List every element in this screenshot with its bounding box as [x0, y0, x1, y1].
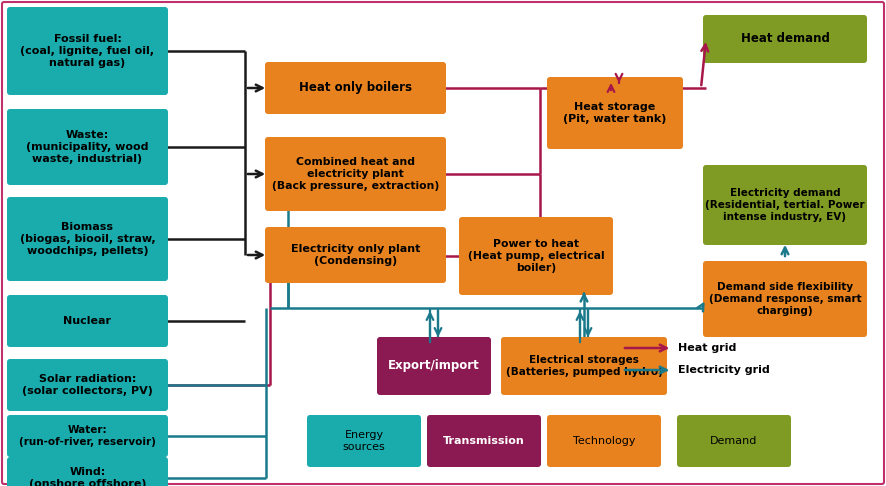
- Text: Biomass
(biogas, biooil, straw,
woodchips, pellets): Biomass (biogas, biooil, straw, woodchip…: [19, 223, 155, 256]
- Text: Nuclear: Nuclear: [64, 316, 112, 326]
- Text: Heat only boilers: Heat only boilers: [299, 82, 412, 94]
- FancyBboxPatch shape: [459, 217, 613, 295]
- Text: Wind:
(onshore offshore): Wind: (onshore offshore): [28, 467, 146, 486]
- FancyBboxPatch shape: [677, 415, 791, 467]
- FancyBboxPatch shape: [703, 15, 867, 63]
- Text: Demand side flexibility
(Demand response, smart
charging): Demand side flexibility (Demand response…: [709, 282, 861, 315]
- Text: Power to heat
(Heat pump, electrical
boiler): Power to heat (Heat pump, electrical boi…: [468, 240, 604, 273]
- Text: Electrical storages
(Batteries, pumped hydro): Electrical storages (Batteries, pumped h…: [506, 355, 663, 377]
- FancyBboxPatch shape: [7, 415, 168, 457]
- Text: Waste:
(municipality, wood
waste, industrial): Waste: (municipality, wood waste, indust…: [27, 130, 149, 164]
- Text: Energy
sources: Energy sources: [343, 430, 385, 452]
- Text: Technology: Technology: [572, 436, 635, 446]
- FancyBboxPatch shape: [7, 457, 168, 486]
- FancyBboxPatch shape: [265, 62, 446, 114]
- FancyBboxPatch shape: [703, 165, 867, 245]
- Text: Water:
(run-of-river, reservoir): Water: (run-of-river, reservoir): [19, 425, 156, 447]
- FancyBboxPatch shape: [547, 77, 683, 149]
- FancyBboxPatch shape: [7, 7, 168, 95]
- Text: Electricity grid: Electricity grid: [678, 365, 770, 375]
- Text: Export/import: Export/import: [388, 360, 480, 372]
- Text: Fossil fuel:
(coal, lignite, fuel oil,
natural gas): Fossil fuel: (coal, lignite, fuel oil, n…: [20, 35, 154, 68]
- FancyBboxPatch shape: [265, 137, 446, 211]
- Text: Electricity only plant
(Condensing): Electricity only plant (Condensing): [291, 244, 420, 266]
- Text: Heat grid: Heat grid: [678, 343, 736, 353]
- FancyBboxPatch shape: [7, 109, 168, 185]
- Text: Heat storage
(Pit, water tank): Heat storage (Pit, water tank): [563, 102, 666, 124]
- FancyBboxPatch shape: [7, 295, 168, 347]
- FancyBboxPatch shape: [427, 415, 541, 467]
- Text: Combined heat and
electricity plant
(Back pressure, extraction): Combined heat and electricity plant (Bac…: [272, 157, 439, 191]
- FancyBboxPatch shape: [7, 197, 168, 281]
- Text: Heat demand: Heat demand: [741, 33, 829, 46]
- FancyBboxPatch shape: [501, 337, 667, 395]
- FancyBboxPatch shape: [377, 337, 491, 395]
- Text: Electricity demand
(Residential, tertial. Power
intense industry, EV): Electricity demand (Residential, tertial…: [705, 189, 865, 222]
- FancyBboxPatch shape: [307, 415, 421, 467]
- FancyBboxPatch shape: [265, 227, 446, 283]
- Text: Transmission: Transmission: [443, 436, 525, 446]
- FancyBboxPatch shape: [547, 415, 661, 467]
- Text: Demand: Demand: [711, 436, 758, 446]
- FancyBboxPatch shape: [7, 359, 168, 411]
- Text: Solar radiation:
(solar collectors, PV): Solar radiation: (solar collectors, PV): [22, 374, 153, 396]
- FancyBboxPatch shape: [703, 261, 867, 337]
